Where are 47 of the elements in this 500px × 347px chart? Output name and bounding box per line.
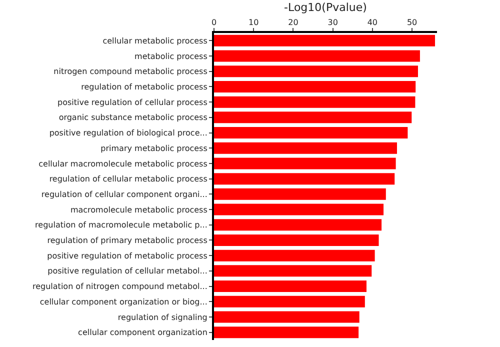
y-tick-label: positive regulation of cellular metabol... (48, 266, 208, 276)
y-tick-label: cellular macromolecule metabolic process (38, 159, 208, 168)
y-tick-label: positive regulation of metabolic process (47, 251, 208, 260)
bar (214, 158, 396, 170)
x-tick-label: 40 (367, 18, 378, 27)
y-tick-label: regulation of signaling (118, 312, 208, 322)
y-tick-label: regulation of metabolic process (81, 82, 208, 92)
y-tick-label: regulation of nitrogen compound metabol... (32, 282, 208, 292)
bar (214, 311, 360, 323)
bar (214, 326, 359, 338)
bar (214, 280, 366, 292)
y-tick-label: macromolecule metabolic process (70, 205, 208, 214)
bar (214, 234, 379, 246)
x-tick-label: 30 (328, 18, 338, 27)
y-tick-label: regulation of macromolecule metabolic p... (35, 220, 208, 230)
bar (214, 265, 372, 277)
bar (214, 34, 436, 46)
y-tick-label: cellular component organization (78, 328, 208, 338)
bar (214, 173, 395, 185)
bar (214, 219, 382, 231)
y-tick-label: regulation of cellular component organi... (41, 190, 208, 199)
bar (214, 96, 416, 108)
y-tick-label: regulation of cellular metabolic process (49, 174, 208, 184)
y-tick-label: cellular metabolic process (102, 36, 208, 46)
y-tick-label: primary metabolic process (100, 144, 208, 153)
x-tick-label: 10 (248, 18, 259, 27)
y-tick-label: cellular component organization or biog... (40, 297, 208, 306)
bar (214, 188, 386, 200)
y-tick-label: nitrogen compound metabolic process (54, 67, 208, 76)
y-tick-label: organic substance metabolic process (58, 113, 208, 122)
bar (214, 127, 408, 139)
y-tick-label: positive regulation of biological proce... (49, 128, 208, 138)
bar (214, 250, 375, 262)
bar (214, 66, 418, 78)
y-tick-label: positive regulation of cellular process (58, 98, 208, 107)
bar (214, 80, 416, 92)
x-tick-label: 0 (211, 18, 217, 27)
bar (214, 50, 420, 62)
x-tick-label: 20 (288, 18, 298, 27)
bar (214, 142, 397, 154)
bar (214, 296, 365, 308)
x-axis-title: -Log10(Pvalue) (284, 0, 367, 14)
x-tick-label: 50 (406, 18, 418, 27)
y-tick-label: regulation of primary metabolic process (47, 236, 208, 246)
y-tick-label: metabolic process (134, 52, 208, 61)
bar (214, 204, 384, 216)
bar (214, 112, 412, 124)
